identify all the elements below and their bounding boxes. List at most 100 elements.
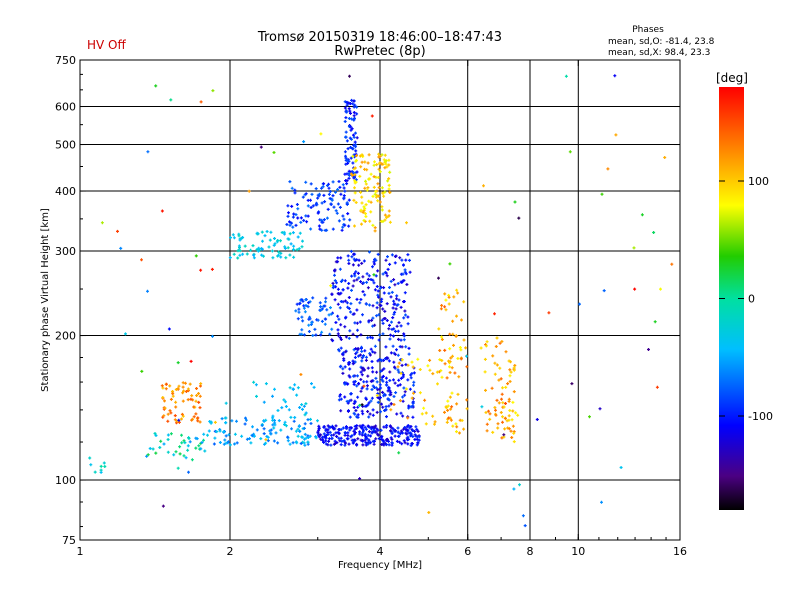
data-point [397, 451, 401, 455]
data-point [190, 458, 194, 462]
data-point [279, 255, 283, 259]
data-point [347, 159, 351, 163]
data-point [324, 439, 328, 443]
data-point [307, 317, 311, 321]
data-point [390, 437, 394, 441]
data-point [494, 408, 497, 412]
data-point [465, 407, 469, 411]
data-point [192, 415, 196, 419]
data-point [452, 295, 456, 299]
data-point [180, 433, 183, 437]
data-point [296, 427, 300, 431]
colorbar-label: [deg] [716, 71, 748, 85]
data-point [345, 301, 349, 305]
data-point [286, 439, 290, 443]
data-point [211, 89, 215, 93]
data-point [342, 186, 346, 190]
data-point [366, 277, 370, 281]
data-point [271, 414, 275, 418]
data-point [385, 165, 389, 169]
data-point [359, 370, 363, 374]
data-point [382, 394, 386, 398]
data-point [387, 187, 391, 191]
data-point [324, 429, 328, 433]
data-point [373, 351, 377, 355]
data-point [197, 444, 201, 448]
data-point [293, 383, 297, 387]
data-point [271, 394, 274, 398]
data-point [213, 420, 217, 424]
data-point [228, 443, 232, 447]
data-point [359, 208, 363, 212]
data-point [371, 336, 374, 340]
data-point [504, 350, 508, 354]
data-point [373, 229, 377, 233]
data-point [373, 323, 377, 327]
data-point [361, 423, 365, 427]
data-point [385, 380, 389, 384]
data-point [303, 437, 306, 441]
data-point [367, 274, 371, 278]
data-point [372, 260, 376, 264]
data-point [400, 442, 404, 446]
data-point [402, 332, 406, 336]
data-point [371, 316, 375, 320]
data-point [380, 402, 383, 406]
data-point [374, 190, 378, 193]
data-point [368, 219, 372, 223]
data-point [288, 253, 292, 257]
data-point [237, 244, 241, 248]
data-point [348, 415, 352, 419]
data-point [435, 370, 439, 374]
data-point [494, 345, 498, 348]
data-point [458, 431, 461, 435]
data-point [619, 466, 623, 469]
data-point [336, 328, 340, 332]
data-point [198, 420, 202, 424]
data-point [389, 408, 393, 412]
data-point [370, 388, 374, 391]
data-point [224, 401, 228, 405]
data-point [297, 424, 301, 428]
data-point [389, 351, 393, 355]
data-point [408, 258, 411, 262]
data-point [408, 270, 412, 274]
data-point [314, 436, 318, 440]
data-point [395, 297, 398, 301]
data-point [328, 197, 332, 200]
data-point [373, 257, 377, 261]
data-point [194, 436, 198, 440]
data-point [600, 500, 603, 504]
data-point [177, 418, 181, 422]
data-point [337, 180, 341, 183]
data-point [375, 380, 379, 384]
data-point [484, 388, 487, 392]
data-point [384, 345, 388, 349]
data-point [512, 431, 516, 435]
data-point [178, 452, 182, 456]
data-point [424, 411, 428, 415]
data-point [322, 432, 326, 436]
data-point [404, 345, 408, 349]
data-point [334, 190, 337, 194]
data-point [379, 410, 383, 414]
data-point [330, 338, 334, 342]
data-point [306, 204, 310, 208]
data-point [306, 214, 310, 218]
grid [80, 60, 680, 540]
data-point [448, 332, 452, 336]
data-point [360, 261, 364, 265]
data-point [398, 432, 402, 436]
data-point [171, 392, 175, 396]
data-point [356, 328, 359, 332]
data-point [339, 192, 343, 196]
data-point [506, 382, 510, 386]
data-point [364, 358, 368, 362]
data-point [353, 438, 357, 442]
data-point [352, 402, 356, 405]
data-point [387, 404, 391, 408]
data-point [364, 179, 367, 183]
data-point [360, 201, 364, 205]
data-point [352, 406, 356, 409]
data-point [376, 269, 380, 273]
